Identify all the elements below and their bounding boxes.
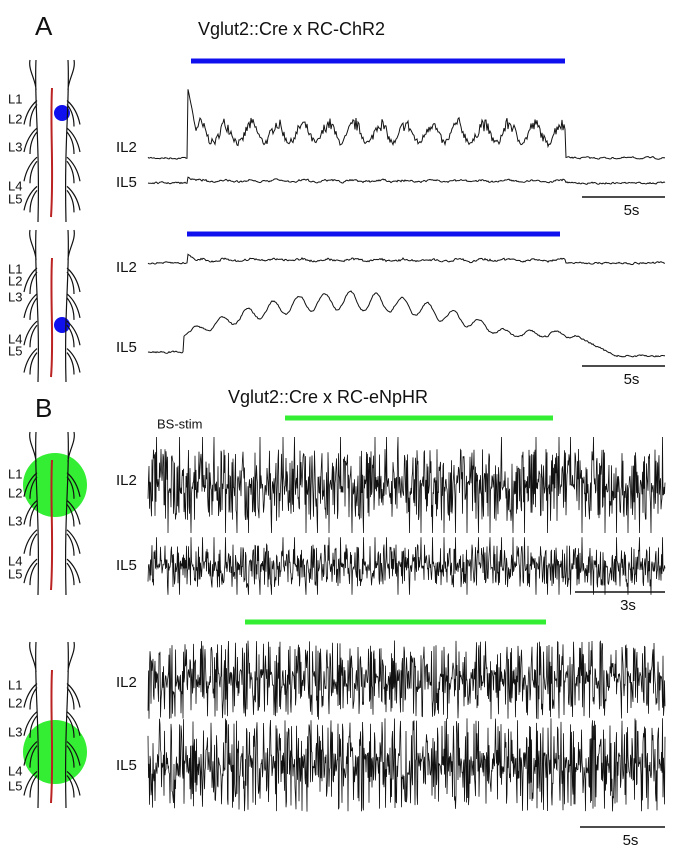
cord-level: L4: [8, 178, 22, 193]
trace: [147, 89, 666, 160]
light-spot: [54, 105, 70, 121]
cord-level: L5: [8, 191, 22, 206]
trace: [147, 253, 666, 266]
cord-level: L2: [8, 485, 22, 500]
trace-label: IL2: [116, 674, 137, 691]
cord-level: L5: [8, 566, 22, 581]
spinal-cord: [23, 431, 81, 596]
cord-level: L2: [8, 273, 22, 288]
trace: [147, 290, 666, 358]
trace: [147, 537, 666, 595]
stim-label: BS-stim: [157, 416, 203, 431]
spinal-cord: [23, 641, 81, 809]
central-canal: [50, 257, 54, 378]
panel-label: A: [35, 11, 53, 41]
panel-title: Vglut2::Cre x RC-ChR2: [198, 19, 385, 39]
cord-level: L1: [8, 91, 22, 106]
trace-label: IL5: [116, 339, 137, 356]
scale-bar-label: 5s: [624, 202, 640, 219]
trace-label: IL5: [116, 174, 137, 191]
trace: [147, 176, 666, 185]
central-canal: [50, 87, 54, 218]
trace-label: IL2: [116, 139, 137, 156]
central-canal: [50, 669, 54, 804]
cord-level: L5: [8, 343, 22, 358]
scale-bar-label: 5s: [624, 371, 640, 388]
cord-level: L3: [8, 289, 22, 304]
cord-level: L4: [8, 553, 22, 568]
cord-level: L4: [8, 331, 22, 346]
cord-level: L1: [8, 677, 22, 692]
trace: [147, 436, 666, 534]
trace-label: IL5: [116, 557, 137, 574]
cord-level: L1: [8, 466, 22, 481]
trace: [147, 640, 666, 720]
scale-bar-label: 3s: [620, 597, 636, 614]
cord-level: L1: [8, 261, 22, 276]
cord-level: L3: [8, 724, 22, 739]
trace-label: IL2: [116, 259, 137, 276]
cord-level: L3: [8, 513, 22, 528]
cord-level: L2: [8, 111, 22, 126]
trace-label: IL5: [116, 757, 137, 774]
central-canal: [50, 459, 54, 591]
panel-label: B: [35, 393, 52, 423]
spinal-cord: [23, 229, 81, 383]
trace: [147, 718, 666, 812]
light-spot: [23, 720, 87, 784]
cord-level: L4: [8, 763, 22, 778]
cord-level: L3: [8, 139, 22, 154]
panel-title: Vglut2::Cre x RC-eNpHR: [228, 387, 428, 407]
cord-level: L5: [8, 778, 22, 793]
cord-level: L2: [8, 695, 22, 710]
scale-bar-label: 5s: [623, 832, 639, 848]
trace-label: IL2: [116, 472, 137, 489]
light-spot: [23, 453, 87, 517]
spinal-cord: [23, 59, 81, 223]
